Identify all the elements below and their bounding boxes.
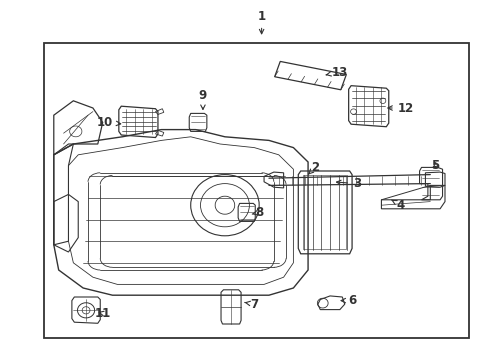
Bar xyxy=(303,175,346,249)
Text: 13: 13 xyxy=(325,66,347,78)
Text: 6: 6 xyxy=(341,294,355,307)
Text: 7: 7 xyxy=(244,298,258,311)
Text: 8: 8 xyxy=(252,206,263,219)
Text: 3: 3 xyxy=(336,177,360,190)
Text: 12: 12 xyxy=(387,102,413,114)
Text: 1: 1 xyxy=(257,10,265,34)
Text: 4: 4 xyxy=(391,199,404,212)
Text: 5: 5 xyxy=(430,159,438,172)
Text: 11: 11 xyxy=(94,307,111,320)
Text: 2: 2 xyxy=(308,161,319,174)
Bar xyxy=(44,43,468,338)
Text: 9: 9 xyxy=(199,89,206,109)
Text: 10: 10 xyxy=(97,116,121,129)
